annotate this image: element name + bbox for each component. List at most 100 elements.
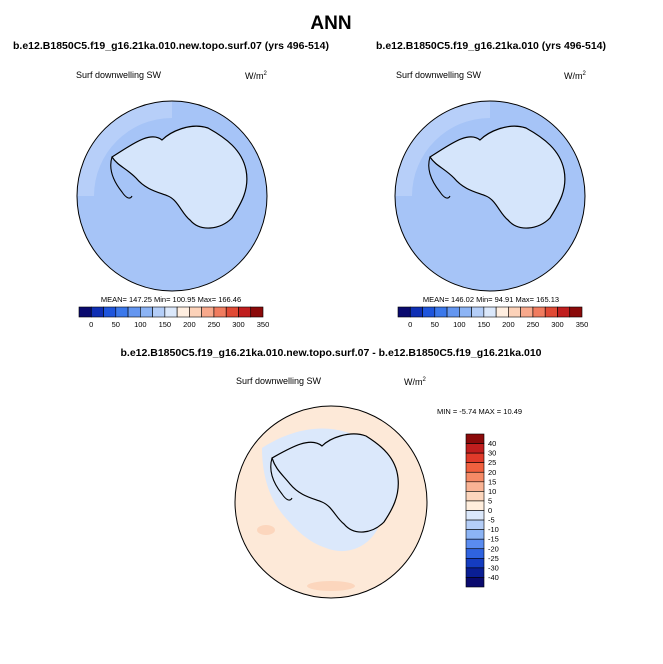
panel-3-peninsula [270, 457, 293, 501]
panel-2-rim-band [395, 101, 490, 196]
panel-2-colorbar-box [422, 306, 436, 318]
panel-1-colorbar-box [90, 306, 104, 318]
panel-2-colorbar-box [495, 306, 509, 318]
panel-2-colorbar-tick-label: 0 [408, 320, 412, 329]
panel-3-colorbar-tick-label: -20 [488, 544, 499, 553]
panel-1-colorbar-box [127, 306, 141, 318]
panel-3-colorbar-box [465, 462, 485, 473]
panel-2-colorbar-box [446, 306, 460, 318]
panel-3-coastline [271, 433, 399, 533]
panel-3-colorbar-tick-label: -40 [488, 573, 499, 582]
panel-2-colorbar-tick-label: 200 [502, 320, 515, 329]
panel-3-colorbar-box [465, 519, 485, 530]
panel-1-colorbar-box [164, 306, 178, 318]
panel-3-colorbar-tick-label: -10 [488, 525, 499, 534]
panel-1-colorbar-tick-label: 200 [183, 320, 196, 329]
panel-3-colorbar-tick-label: -5 [488, 516, 495, 525]
panel-3-map [235, 406, 427, 598]
panel-3-colorbar-box [465, 558, 485, 569]
panel-3-colorbar-tick-label: -25 [488, 554, 499, 563]
panel-2-variable-label: Surf downwelling SW [396, 70, 482, 80]
panel-1-peninsula [110, 156, 133, 199]
panel-1-colorbar-tick-label: 350 [257, 320, 270, 329]
panel-3-positive-patch [307, 581, 355, 591]
panel-1-colorbar-tick-label: 250 [208, 320, 221, 329]
panel-2-colorbar-box [397, 306, 411, 318]
figure-title: ANN [310, 13, 351, 34]
panel-1-colorbar-box [225, 306, 239, 318]
panel-1-colorbar-box [103, 306, 117, 318]
panel-2-continent-fill [430, 126, 565, 229]
panel-1-coastline [111, 125, 248, 229]
panel-2-units-base: W/m [564, 71, 583, 81]
panel-3-stats: MIN = -5.74 MAX = 10.49 [437, 407, 522, 416]
panel-2-colorbar-tick-label: 100 [453, 320, 466, 329]
panel-1-colorbar-tick-label: 0 [89, 320, 93, 329]
panel-1-colorbar-box [140, 306, 153, 318]
panel-2-colorbar-tick-label: 150 [478, 320, 491, 329]
panel-3-colorbar-box [465, 471, 485, 483]
panel-1-map [77, 101, 267, 291]
panel-2-colorbar-box [459, 306, 472, 318]
panel-2-colorbar-box [557, 306, 571, 318]
panel-2-colorbar-box [434, 306, 448, 318]
panel-1-colorbar-box [213, 306, 227, 318]
panel-2-map-border [394, 100, 586, 292]
panel-2-colorbar-box [569, 306, 583, 318]
panel-3-map-border [234, 405, 428, 599]
panel-3-colorbar-tick-label: 0 [488, 506, 492, 515]
panel-2-colorbar-box [544, 306, 558, 318]
panel-1: b.e12.B1850C5.f19_g16.21ka.010.new.topo.… [13, 40, 329, 329]
panel-2-colorbar: 0 50 100 150 200 250 300 350 [397, 306, 589, 329]
panel-1-variable-label: Surf downwelling SW [76, 70, 162, 80]
panel-1-colorbar-box [250, 306, 264, 318]
panel-3-colorbar-tick-label: -30 [488, 563, 499, 572]
panel-1-colorbar-box [115, 306, 129, 318]
panel-1-stats: MEAN= 147.25 Min= 100.95 Max= 166.46 [101, 295, 241, 304]
panel-3-colorbar-box [465, 452, 485, 463]
panel-2-units-exp: 2 [583, 71, 587, 77]
panel-3-colorbar-tick-label: 40 [488, 439, 496, 448]
panel-1-colorbar-box [176, 306, 190, 318]
panel-2-colorbar-tick-label: 300 [551, 320, 564, 329]
panel-3-colorbar-box [465, 548, 485, 559]
panel-3-colorbar-tick-label: 25 [488, 458, 496, 467]
panel-3-colorbar-box [465, 577, 485, 588]
panel-2-colorbar-box [508, 306, 521, 318]
panel-2-colorbar-tick-label: 350 [576, 320, 589, 329]
panel-2-stats: MEAN= 146.02 Min= 94.91 Max= 165.13 [423, 295, 559, 304]
panel-3-colorbar-tick-label: 10 [488, 487, 496, 496]
panel-2-colorbar-box [532, 306, 546, 318]
panel-1-map-border [76, 100, 268, 292]
panel-1-units-base: W/m [245, 71, 264, 81]
panel-3-colorbar-tick-label: 15 [488, 477, 496, 486]
panel-3-colorbar-box [465, 500, 485, 511]
panel-1-continent-fill [112, 126, 247, 229]
panel-3-positive-patch [257, 525, 275, 535]
panel-1-colorbar-tick-label: 100 [134, 320, 147, 329]
panel-1-colorbar-box [152, 306, 166, 318]
panel-3-colorbar-tick-label: 30 [488, 449, 496, 458]
panel-1-title: b.e12.B1850C5.f19_g16.21ka.010.new.topo.… [13, 40, 329, 52]
panel-3-units-exp: 2 [423, 377, 427, 383]
panel-2-colorbar-box [483, 306, 497, 318]
panel-3-colorbar-tick-label: -15 [488, 535, 499, 544]
panel-1-units-label: W/m2 [245, 71, 268, 81]
panel-3-colorbar-box [465, 443, 485, 454]
panel-3-continent-fill [272, 433, 399, 533]
panel-3-colorbar-box [465, 433, 485, 444]
panel-1-colorbar-box [189, 306, 202, 318]
panel-1-colorbar-tick-label: 150 [159, 320, 172, 329]
panel-3-colorbar-box [465, 491, 485, 502]
panel-1-colorbar-box [78, 306, 92, 318]
panel-1-units-exp: 2 [264, 71, 268, 77]
panel-1-colorbar-box [238, 306, 252, 318]
panel-3-colorbar-box [465, 481, 485, 492]
panel-2-colorbar-tick-label: 50 [431, 320, 439, 329]
panel-2-colorbar-box [471, 306, 485, 318]
panel-2-colorbar-box [409, 306, 423, 318]
panel-2-units-label: W/m2 [564, 71, 587, 81]
panel-3-variable-label: Surf downwelling SW [236, 376, 322, 386]
panel-1-colorbar: 0 50 100 150 200 250 300 350 [78, 306, 270, 329]
panel-1-colorbar-tick-label: 300 [232, 320, 245, 329]
